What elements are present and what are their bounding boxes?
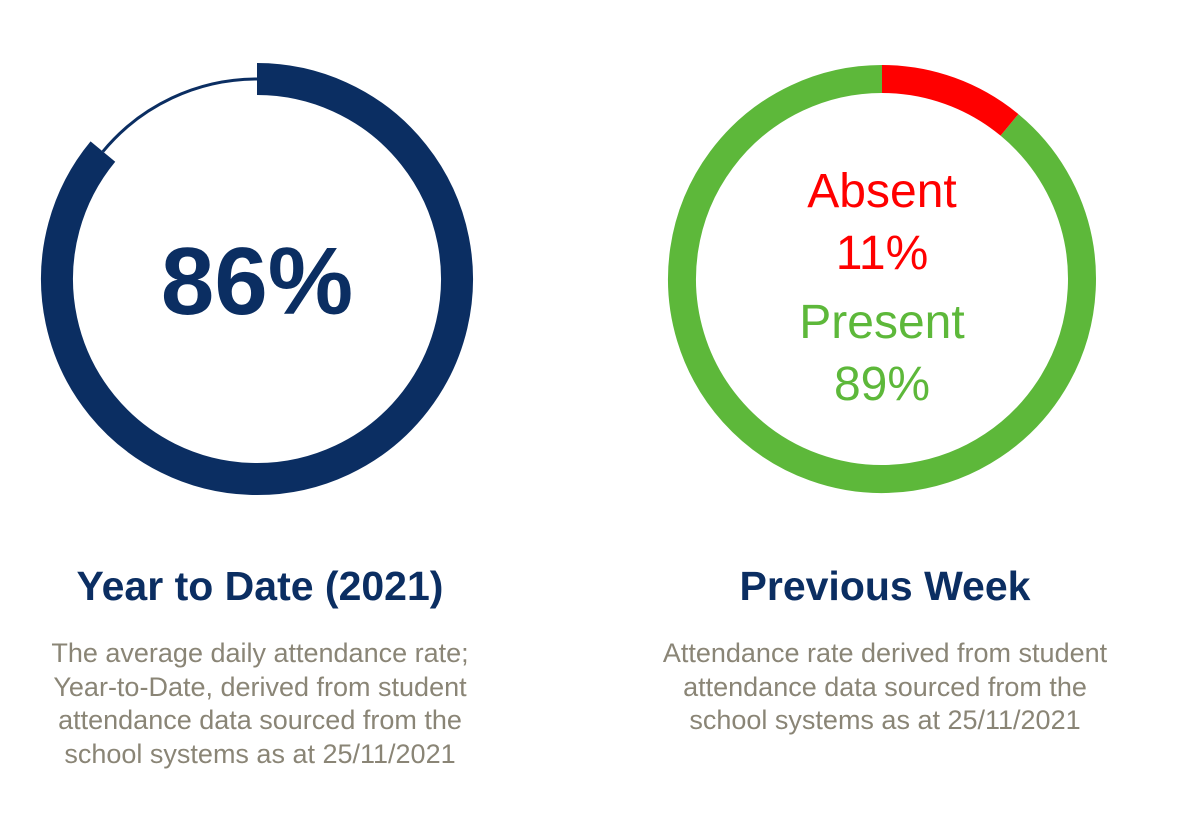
description-line: school systems as at 25/11/2021 (689, 705, 1081, 735)
year-to-date-title: Year to Date (2021) (76, 563, 444, 609)
year-to-date-donut-chart: 86% (41, 63, 473, 495)
year-to-date-attendance-arc (41, 63, 473, 495)
present-slice (668, 65, 1096, 493)
description-line: attendance data sourced from the (683, 671, 1087, 702)
year-to-date-panel: 86% Year to Date (2021) The average dail… (0, 0, 560, 839)
description-line: Year-to-Date, derived from student (53, 671, 467, 702)
previous-week-title: Previous Week (739, 563, 1031, 609)
present-category-label: Present (799, 296, 964, 349)
description-line: school systems as at 25/11/2021 (64, 738, 456, 769)
previous-week-panel: Absent 11% Present 89% Previous Week Att… (600, 0, 1160, 839)
absent-category-label: Absent (807, 165, 956, 218)
previous-week-description: Attendance rate derived from student att… (600, 637, 1170, 738)
description-line: The average daily attendance rate; (51, 638, 469, 668)
absent-slice (881, 65, 1019, 136)
present-value-label: 89% (834, 358, 930, 411)
year-to-date-center-value: 86% (161, 228, 353, 335)
absent-value-label: 11% (836, 227, 929, 280)
previous-week-donut-chart: Absent 11% Present 89% (668, 65, 1096, 493)
year-to-date-remaining-arc (101, 77, 258, 153)
description-line: Attendance rate derived from student (662, 638, 1108, 668)
description-line: attendance data sourced from the (58, 705, 462, 735)
year-to-date-description: The average daily attendance rate; Year-… (0, 637, 520, 771)
